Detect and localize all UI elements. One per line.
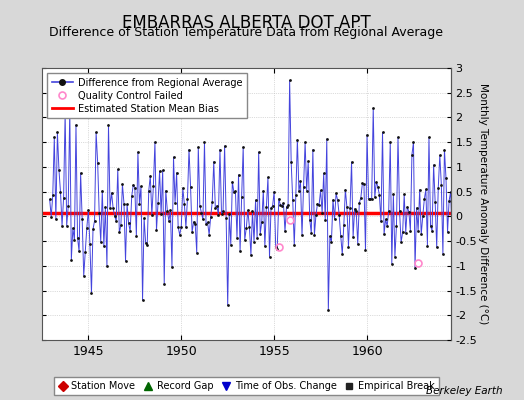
Legend: Station Move, Record Gap, Time of Obs. Change, Empirical Break: Station Move, Record Gap, Time of Obs. C… (54, 377, 439, 395)
Text: Difference of Station Temperature Data from Regional Average: Difference of Station Temperature Data f… (49, 26, 443, 39)
Text: EMBARRAS ALBERTA DOT APT: EMBARRAS ALBERTA DOT APT (122, 14, 370, 32)
Y-axis label: Monthly Temperature Anomaly Difference (°C): Monthly Temperature Anomaly Difference (… (478, 83, 488, 325)
Text: Berkeley Earth: Berkeley Earth (427, 386, 503, 396)
